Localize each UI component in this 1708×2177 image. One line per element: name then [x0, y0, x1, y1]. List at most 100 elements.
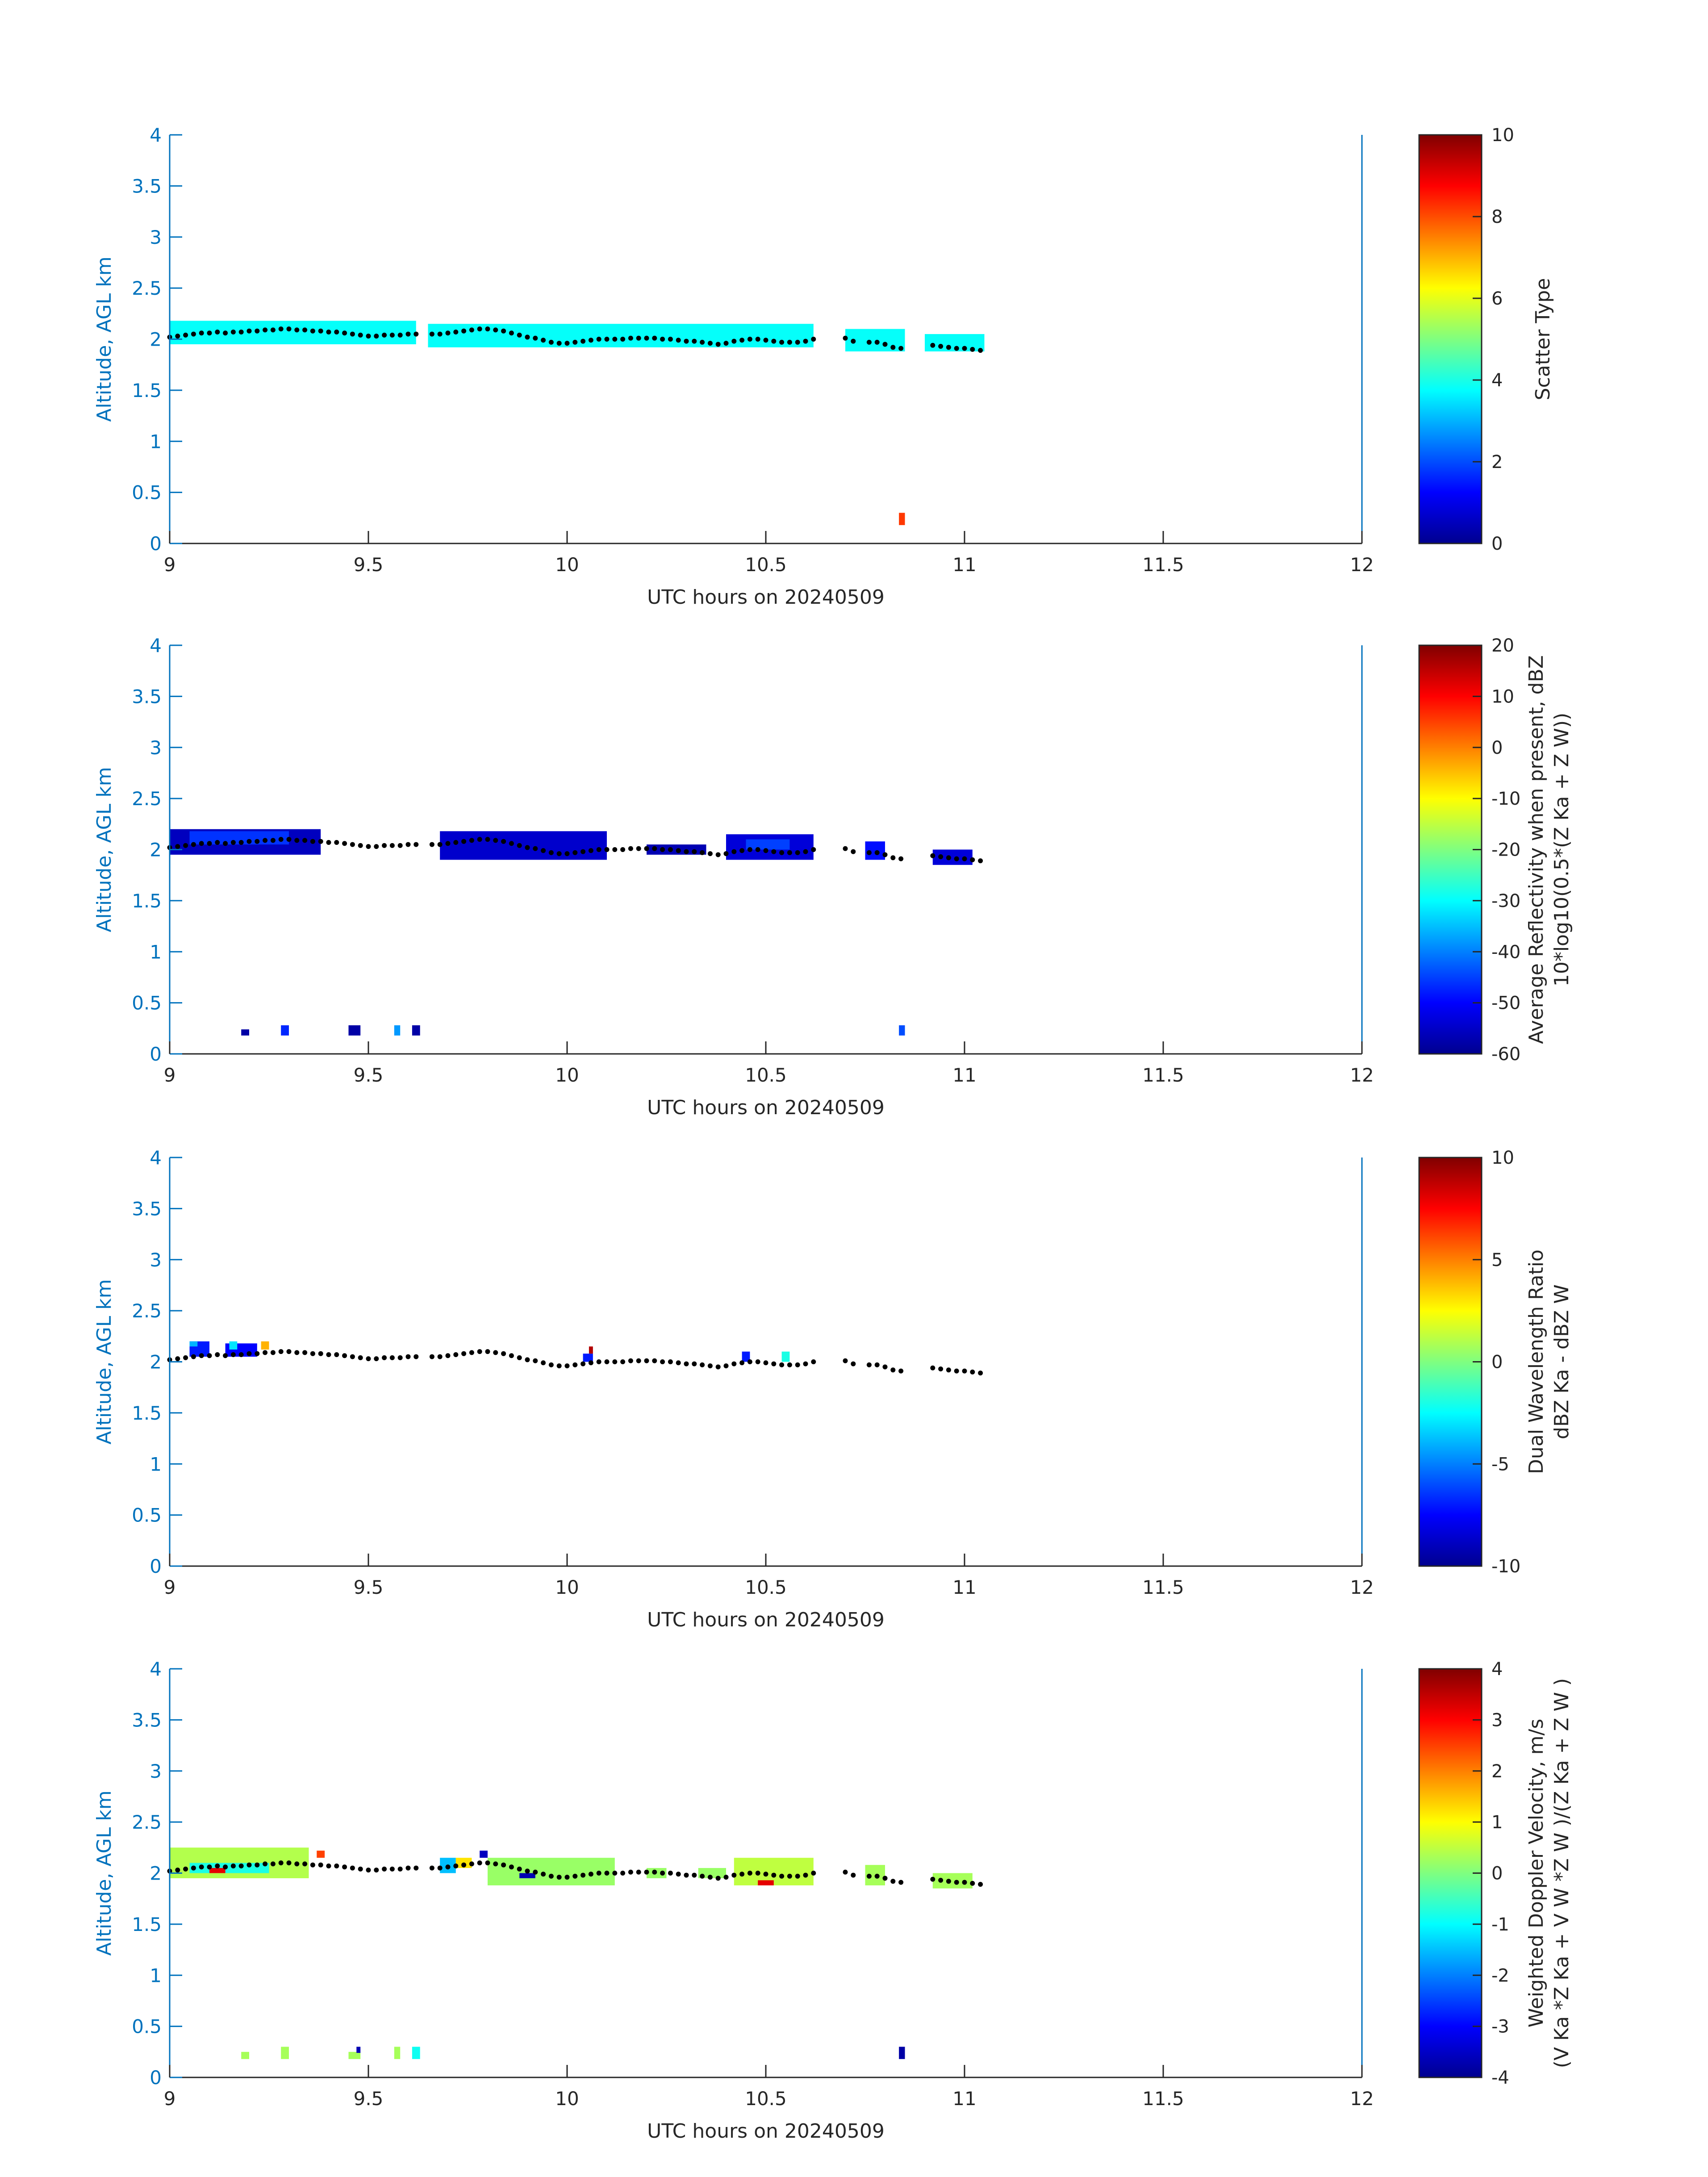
cloud-base-dot [676, 1872, 681, 1877]
cloud-base-dot [747, 337, 752, 342]
cloud-base-dot [874, 850, 880, 855]
x-tick-label: 11.5 [1142, 554, 1184, 576]
cloud-base-dot [199, 1864, 204, 1870]
cloud-base-dot [509, 841, 514, 846]
cloud-base-dot [874, 1873, 880, 1879]
cloud-base-dot [795, 339, 800, 345]
heatmap-cell [394, 1025, 401, 1036]
cloud-base-dot [461, 1862, 467, 1868]
cloud-base-dot [215, 1352, 220, 1357]
cloud-base-dot [620, 1359, 626, 1364]
cloud-base-dot [493, 1350, 498, 1355]
cloud-base-dot [564, 341, 570, 346]
heatmap-cell [241, 1029, 249, 1036]
cloud-base-dot [707, 1875, 713, 1880]
cloud-base-dot [374, 1868, 379, 1873]
cloud-base-dot [787, 1873, 792, 1879]
heatmap-cell [348, 1025, 361, 1036]
x-tick-label: 10 [555, 1064, 579, 1086]
cloud-base-dot [191, 1865, 196, 1871]
colorbar-tick-label: -40 [1491, 942, 1520, 962]
cloud-base-dot [604, 847, 610, 852]
y-tick-label: 2 [150, 329, 162, 351]
cloud-base-dot [278, 1860, 284, 1866]
y-tick-label: 1 [150, 430, 162, 452]
cloud-base-dot [763, 848, 768, 853]
heatmap-cell [356, 2047, 361, 2053]
colorbar-tick-label: 3 [1491, 1710, 1503, 1730]
cloud-base-dot [175, 1356, 180, 1362]
cloud-base-dot [700, 850, 705, 855]
colorbar-tick-label: 6 [1491, 288, 1503, 309]
cloud-base-dot [429, 842, 434, 847]
cloud-base-dot [874, 1362, 880, 1367]
cloud-base-dot [485, 1349, 490, 1354]
x-tick-label: 10.5 [745, 2088, 787, 2110]
cloud-base-dot [175, 334, 180, 339]
cloud-base-dot [533, 1869, 538, 1875]
cloud-base-dot [930, 1365, 935, 1371]
y-tick-label: 1.5 [132, 1914, 162, 1935]
x-tick-label: 10 [555, 2088, 579, 2110]
cloud-base-dot [803, 1361, 808, 1366]
cloud-base-dot [350, 1865, 355, 1871]
cloud-base-dot [564, 851, 570, 857]
cloud-base-dot [175, 1868, 180, 1873]
cloud-base-dot [469, 1861, 474, 1867]
cloud-base-dot [374, 334, 379, 339]
cloud-base-dot [970, 347, 975, 352]
cloud-base-dot [692, 849, 697, 854]
cloud-base-dot [326, 840, 331, 845]
cloud-base-dot [493, 838, 498, 843]
cloud-base-dot [453, 1863, 459, 1868]
cloud-base-dot [811, 337, 816, 342]
colorbar-tick-label: 8 [1491, 207, 1503, 227]
cloud-base-dot [556, 1363, 562, 1369]
cloud-base-dot [318, 328, 323, 334]
heatmap-cell [899, 1025, 905, 1036]
cloud-base-dot [779, 339, 785, 345]
cloud-base-dot [572, 850, 578, 855]
y-tick-label: 3.5 [132, 685, 162, 707]
cloud-base-dot [199, 330, 204, 336]
cloud-base-dot [382, 332, 387, 338]
cloud-base-dot [604, 337, 610, 342]
heatmap-cell [488, 1858, 615, 1885]
cloud-base-dot [342, 1353, 347, 1358]
colorbar-tick-label: -20 [1491, 840, 1520, 861]
cloud-base-dot [445, 841, 451, 846]
cloud-base-dot [334, 840, 339, 845]
cloud-base-dot [763, 1360, 768, 1366]
cloud-base-dot [636, 846, 641, 851]
cloud-base-dot [230, 329, 236, 334]
cloud-base-dot [238, 329, 244, 334]
cloud-base-dot [700, 339, 705, 345]
cloud-base-dot [533, 846, 538, 851]
y-tick-label: 2.5 [132, 1811, 162, 1833]
cloud-base-dot [374, 844, 379, 849]
cloud-base-dot [358, 843, 363, 848]
colorbar-label-formula: dBZ Ka - dBZ W [1550, 1284, 1573, 1439]
cloud-base-dot [493, 327, 498, 333]
cloud-base-dot [509, 1864, 514, 1870]
cloud-base-dot [255, 1862, 260, 1868]
cloud-base-dot [779, 850, 785, 855]
y-tick-label: 1.5 [132, 1402, 162, 1424]
cloud-base-dot [525, 845, 530, 850]
cloud-base-dot [938, 1366, 944, 1372]
cloud-base-dot [866, 1362, 872, 1367]
heatmap-cell [781, 1351, 790, 1362]
cloud-base-dot [723, 1363, 729, 1369]
cloud-base-dot [310, 1351, 315, 1356]
cloud-base-dot [230, 840, 236, 845]
cloud-base-dot [223, 1353, 228, 1358]
cloud-base-dot [286, 1349, 292, 1354]
cloud-base-dot [230, 1352, 236, 1357]
cloud-base-dot [898, 1368, 904, 1374]
y-axis-label: Altitude, AGL km [93, 767, 116, 932]
heatmap-cell [589, 1346, 593, 1354]
cloud-base-dot [477, 837, 482, 842]
heatmap-cell [281, 1025, 289, 1036]
cloud-base-dot [556, 1875, 562, 1880]
